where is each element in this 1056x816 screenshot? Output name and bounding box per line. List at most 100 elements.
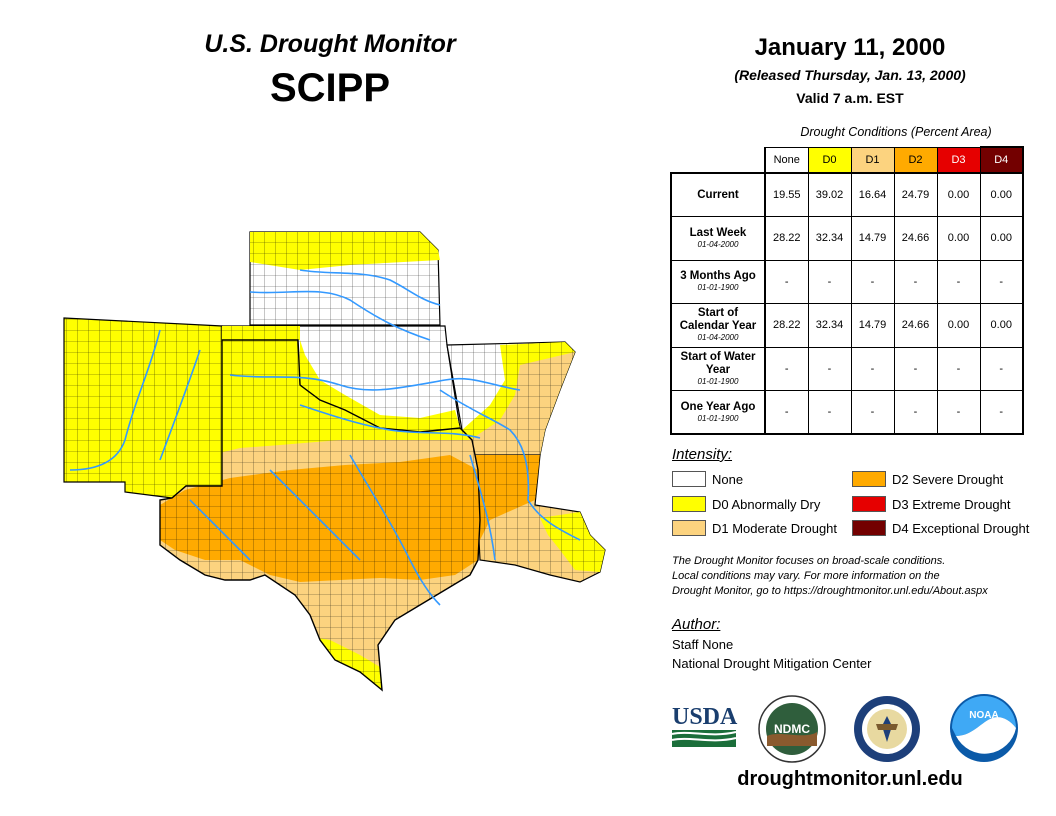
legend-swatch — [672, 471, 706, 487]
table-cell: 19.55 — [764, 172, 809, 217]
table-row: Current 19.55 39.02 16.64 24.79 0.00 0.0… — [670, 172, 1024, 217]
disclaimer-note: The Drought Monitor focuses on broad-sca… — [672, 554, 1042, 599]
table-row: Last Week 01-04-2000 28.22 32.34 14.79 24… — [670, 216, 1024, 261]
legend-swatch — [672, 496, 706, 512]
valid-time: Valid 7 a.m. EST — [796, 90, 904, 106]
table-row: 3 Months Ago 01-01-1900 - - - - - - — [670, 259, 1024, 304]
release-date: (Released Thursday, Jan. 13, 2000) — [734, 67, 966, 83]
table-row: Start of Water Year 01-01-1900 - - - - - … — [670, 346, 1024, 391]
ndmc-logo: NDMC — [758, 695, 826, 763]
table-cell: 0.00 — [979, 303, 1024, 348]
legend-item-d1: D1 Moderate Drought — [672, 520, 837, 536]
legend-label: D2 Severe Drought — [892, 471, 1004, 487]
table-cell: - — [893, 259, 938, 304]
row-label: Current — [670, 172, 766, 217]
table-cell: - — [764, 259, 809, 304]
table-cell: - — [936, 390, 981, 435]
table-row: Start of Calendar Year 01-04-2000 28.22 3… — [670, 303, 1024, 348]
legend-label: D4 Exceptional Drought — [892, 520, 1030, 536]
legend-label: D1 Moderate Drought — [712, 520, 838, 536]
table-header-row: None D0 D1 D2 D3 D4 — [671, 146, 1024, 174]
table-cell: - — [850, 390, 895, 435]
table-cell: 24.66 — [893, 216, 938, 261]
table-cell: - — [979, 259, 1024, 304]
table-cell: 32.34 — [807, 303, 852, 348]
table-cell: 32.34 — [807, 216, 852, 261]
commerce-seal-logo — [854, 696, 920, 762]
table-caption: Drought Conditions (Percent Area) — [800, 125, 992, 139]
table-cell: 14.79 — [850, 303, 895, 348]
table-cell: 0.00 — [936, 216, 981, 261]
row-label: Last Week 01-04-2000 — [670, 216, 766, 261]
table-cell: 14.79 — [850, 216, 895, 261]
table-cell: - — [807, 390, 852, 435]
col-header-d0: D0 — [807, 146, 852, 174]
author-name: Staff None — [672, 637, 734, 652]
note-line: Local conditions may vary. For more info… — [672, 570, 940, 582]
col-header-none: None — [764, 146, 809, 174]
table-cell: - — [764, 346, 809, 391]
table-cell: 0.00 — [936, 303, 981, 348]
author-title: Author: — [672, 616, 721, 633]
col-header-d2: D2 — [893, 146, 938, 174]
drought-map — [63, 231, 606, 692]
col-header-d4: D4 — [979, 146, 1024, 174]
table-cell: 28.22 — [764, 303, 809, 348]
noaa-logo-text: NOAA — [969, 710, 998, 721]
legend-item-d3: D3 Extreme Drought — [852, 496, 1011, 512]
table-row: One Year Ago 01-01-1900 - - - - - - — [670, 390, 1024, 435]
author-org: National Drought Mitigation Center — [672, 656, 872, 671]
legend-item-d2: D2 Severe Drought — [852, 471, 1003, 487]
map-date: January 11, 2000 — [754, 34, 946, 61]
legend-item-none: None — [672, 471, 743, 487]
note-line: Drought Monitor, go to https://droughtmo… — [672, 585, 988, 597]
row-label: 3 Months Ago 01-01-1900 — [670, 259, 766, 304]
new-mexico-region — [63, 317, 223, 499]
col-header-d1: D1 — [850, 146, 895, 174]
table-corner — [671, 147, 766, 174]
website-url: droughtmonitor.unl.edu — [737, 768, 963, 790]
oklahoma-region — [221, 325, 461, 433]
legend-item-d4: D4 Exceptional Drought — [852, 520, 1029, 536]
table-cell: 24.79 — [893, 172, 938, 217]
row-label: One Year Ago 01-01-1900 — [670, 390, 766, 435]
legend-label: D3 Extreme Drought — [892, 496, 1011, 512]
table-cell: - — [850, 259, 895, 304]
kansas-region — [249, 231, 441, 326]
table-cell: - — [936, 346, 981, 391]
drought-conditions-table: None D0 D1 D2 D3 D4 Current 19.55 39.02 … — [670, 146, 1024, 435]
table-cell: - — [979, 390, 1024, 435]
legend-swatch — [852, 496, 886, 512]
usda-logo-text: USDA — [672, 704, 738, 730]
table-cell: 39.02 — [807, 172, 852, 217]
legend-title: Intensity: — [672, 446, 733, 463]
legend-swatch — [852, 471, 886, 487]
row-label: Start of Calendar Year 01-04-2000 — [670, 303, 766, 348]
table-cell: - — [979, 346, 1024, 391]
table-cell: 0.00 — [979, 172, 1024, 217]
table-cell: 0.00 — [979, 216, 1024, 261]
table-cell: 0.00 — [936, 172, 981, 217]
table-cell: - — [893, 346, 938, 391]
legend-swatch — [672, 520, 706, 536]
table-cell: - — [807, 346, 852, 391]
col-header-d3: D3 — [936, 146, 981, 174]
table-cell: - — [850, 346, 895, 391]
table-cell: - — [936, 259, 981, 304]
table-cell: 16.64 — [850, 172, 895, 217]
row-label: Start of Water Year 01-01-1900 — [670, 346, 766, 391]
noaa-logo: NOAA — [950, 694, 1018, 762]
arkansas-region — [446, 341, 576, 456]
louisiana-region — [469, 454, 606, 583]
table-cell: - — [893, 390, 938, 435]
legend-swatch — [852, 520, 886, 536]
legend-label: D0 Abnormally Dry — [712, 496, 821, 512]
usda-logo: USDA — [671, 704, 738, 747]
map-title: U.S. Drought Monitor — [204, 30, 456, 58]
table-cell: 24.66 — [893, 303, 938, 348]
table-cell: - — [764, 390, 809, 435]
table-cell: 28.22 — [764, 216, 809, 261]
legend-item-d0: D0 Abnormally Dry — [672, 496, 820, 512]
legend-label: None — [712, 471, 744, 487]
map-region: SCIPP — [269, 66, 391, 110]
